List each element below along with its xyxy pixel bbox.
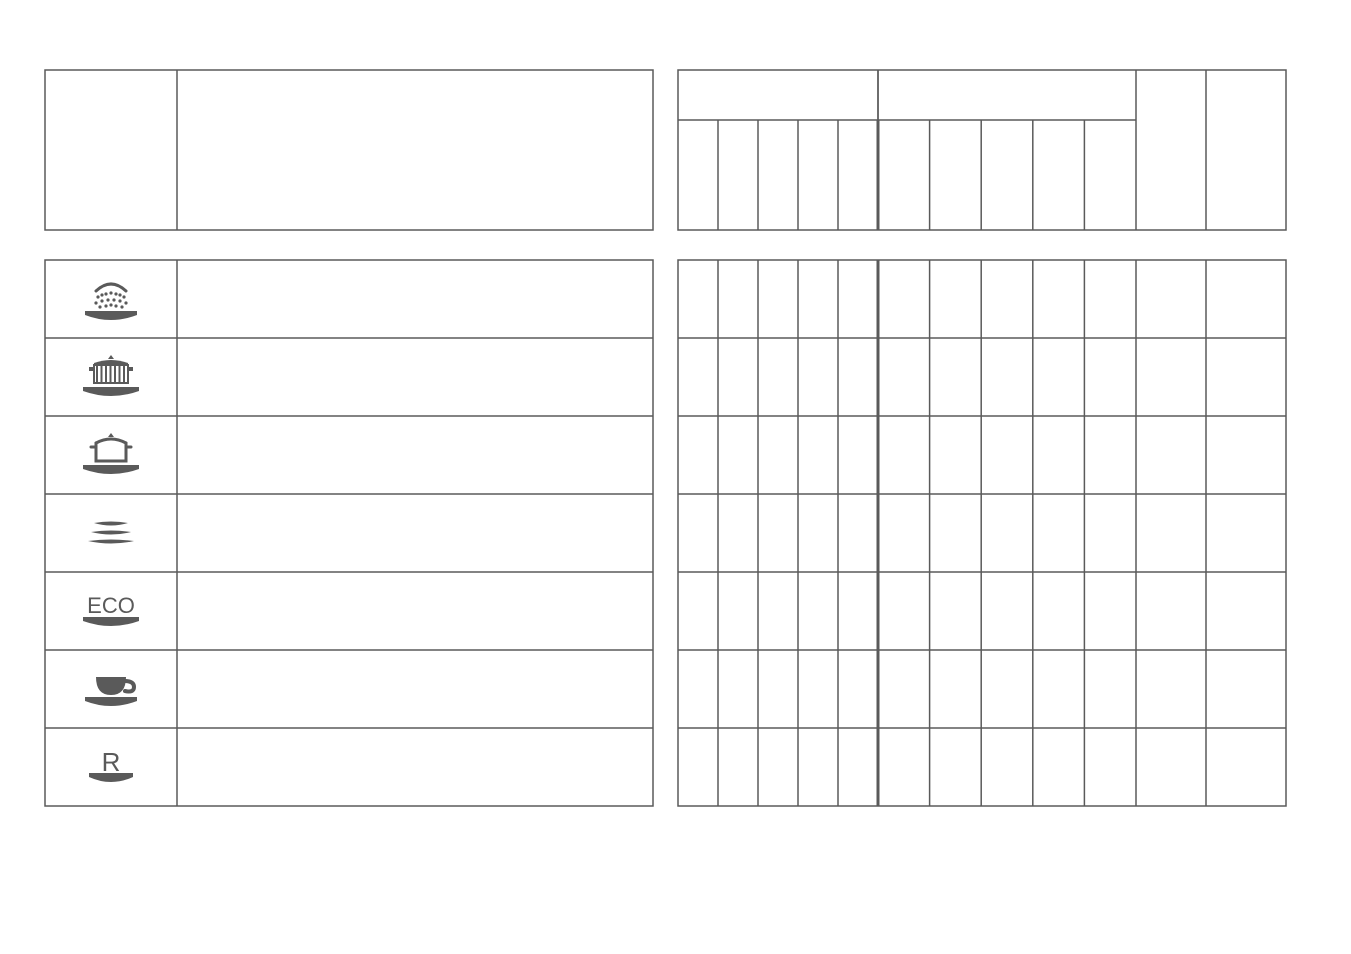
- table-grid: [0, 0, 1351, 954]
- page-root: ECOR: [0, 0, 1351, 954]
